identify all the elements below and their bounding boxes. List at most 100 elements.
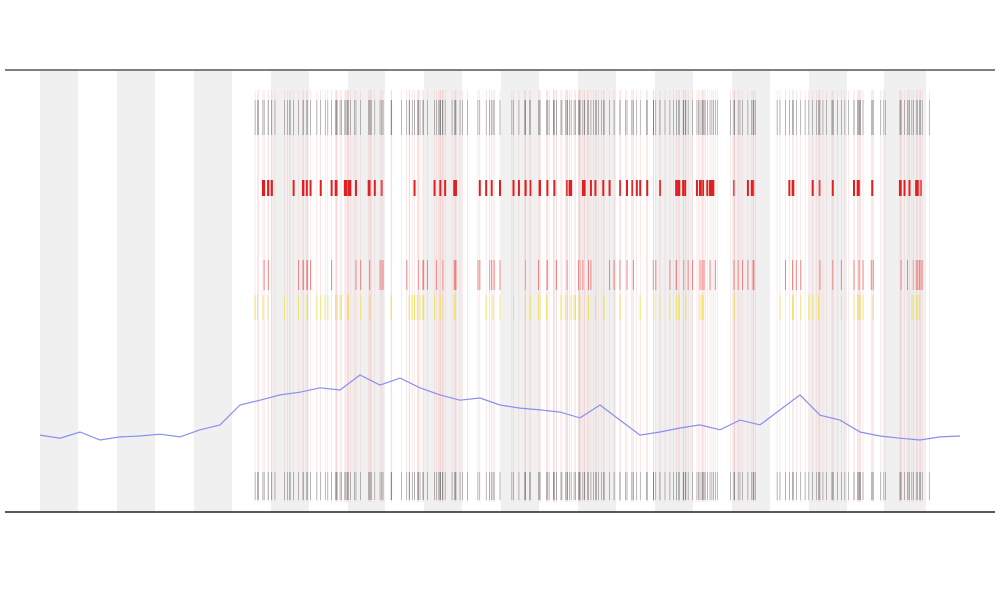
event-marker-yellow [537, 295, 539, 320]
event-marker-yellow [699, 295, 701, 320]
event-marker-yellow [918, 295, 920, 320]
event-marker [270, 180, 273, 196]
event-marker [413, 180, 416, 196]
event-marker-yellow [808, 295, 810, 320]
event-marker-lower [379, 260, 381, 290]
event-marker-lower [382, 260, 384, 290]
event-marker-lower [683, 260, 685, 290]
event-marker-yellow [419, 295, 421, 320]
event-marker-lower [609, 260, 611, 290]
shaded-band [348, 70, 385, 512]
event-marker [684, 180, 687, 196]
event-marker [546, 180, 549, 196]
event-marker [538, 180, 541, 196]
event-marker-lower [453, 260, 455, 290]
event-marker-yellow [335, 295, 337, 320]
event-marker-yellow [915, 295, 917, 320]
series-line [39, 374, 961, 441]
event-marker-lower [655, 260, 657, 290]
event-marker-lower [477, 260, 479, 290]
event-marker-yellow [262, 295, 264, 320]
event-marker-lower [795, 260, 797, 290]
event-marker-yellow [840, 295, 842, 320]
event-marker [263, 180, 266, 196]
event-marker-yellow [298, 295, 300, 320]
event-marker [792, 180, 795, 196]
event-marker [490, 180, 493, 196]
event-marker-lower [784, 260, 786, 290]
event-marker [529, 180, 532, 196]
shaded-band [501, 70, 539, 512]
event-marker-lower [355, 260, 357, 290]
event-marker-yellow [853, 295, 855, 320]
event-marker-yellow [453, 295, 455, 320]
event-marker-lower [792, 260, 794, 290]
event-marker-lower [692, 260, 694, 290]
event-marker-yellow [575, 295, 577, 320]
event-marker-yellow [454, 295, 456, 320]
event-marker-yellow [254, 295, 256, 320]
event-marker [292, 180, 295, 196]
event-marker [485, 180, 488, 196]
event-marker-lower [918, 260, 920, 290]
event-marker [871, 180, 874, 196]
event-marker [677, 180, 680, 196]
event-marker-lower [590, 260, 592, 290]
event-marker-yellow [678, 295, 680, 320]
event-marker [631, 180, 634, 196]
event-marker-yellow [513, 295, 515, 320]
event-marker-yellow [792, 295, 794, 320]
event-marker-lower [915, 260, 917, 290]
shaded-band [809, 70, 847, 512]
event-marker-lower [752, 260, 754, 290]
event-marker-yellow [669, 295, 671, 320]
event-marker-lower [263, 260, 265, 290]
event-marker [811, 180, 814, 196]
event-marker [788, 180, 791, 196]
event-marker [583, 180, 586, 196]
event-marker-yellow [792, 295, 794, 320]
event-marker [581, 180, 584, 196]
event-marker-lower [921, 260, 923, 290]
shaded-band [194, 70, 232, 512]
event-marker [267, 180, 270, 196]
event-marker [639, 180, 642, 196]
event-marker-yellow [675, 295, 677, 320]
event-marker-lower [479, 260, 481, 290]
event-marker [702, 180, 705, 196]
event-marker-yellow [546, 295, 548, 320]
event-marker-yellow [348, 295, 350, 320]
event-marker [746, 180, 749, 196]
event-marker-lower [872, 260, 874, 290]
shaded-band [578, 70, 616, 512]
event-marker-lower [709, 260, 711, 290]
event-marker-lower [737, 260, 739, 290]
event-marker-lower [302, 260, 304, 290]
event-marker-lower [298, 260, 300, 290]
event-marker [524, 180, 527, 196]
event-marker-yellow [701, 295, 703, 320]
event-marker [608, 180, 611, 196]
event-marker [710, 180, 713, 196]
event-marker-yellow [573, 295, 575, 320]
event-marker [433, 180, 436, 196]
event-marker [367, 180, 370, 196]
event-marker [818, 180, 821, 196]
event-marker-yellow [677, 295, 679, 320]
event-marker-lower [577, 260, 579, 290]
event-marker-yellow [653, 295, 655, 320]
event-marker-yellow [858, 295, 860, 320]
event-marker-lower [491, 260, 493, 290]
event-marker-yellow [594, 295, 596, 320]
event-marker [553, 180, 556, 196]
event-marker-yellow [702, 295, 704, 320]
event-marker [750, 180, 753, 196]
event-marker-lower [626, 260, 628, 290]
event-marker-yellow [560, 295, 562, 320]
event-marker-yellow [434, 295, 436, 320]
event-marker [915, 180, 918, 196]
event-marker-yellow [603, 295, 605, 320]
event-marker-yellow [346, 295, 348, 320]
event-marker-yellow [257, 295, 259, 320]
event-marker-yellow [316, 295, 318, 320]
